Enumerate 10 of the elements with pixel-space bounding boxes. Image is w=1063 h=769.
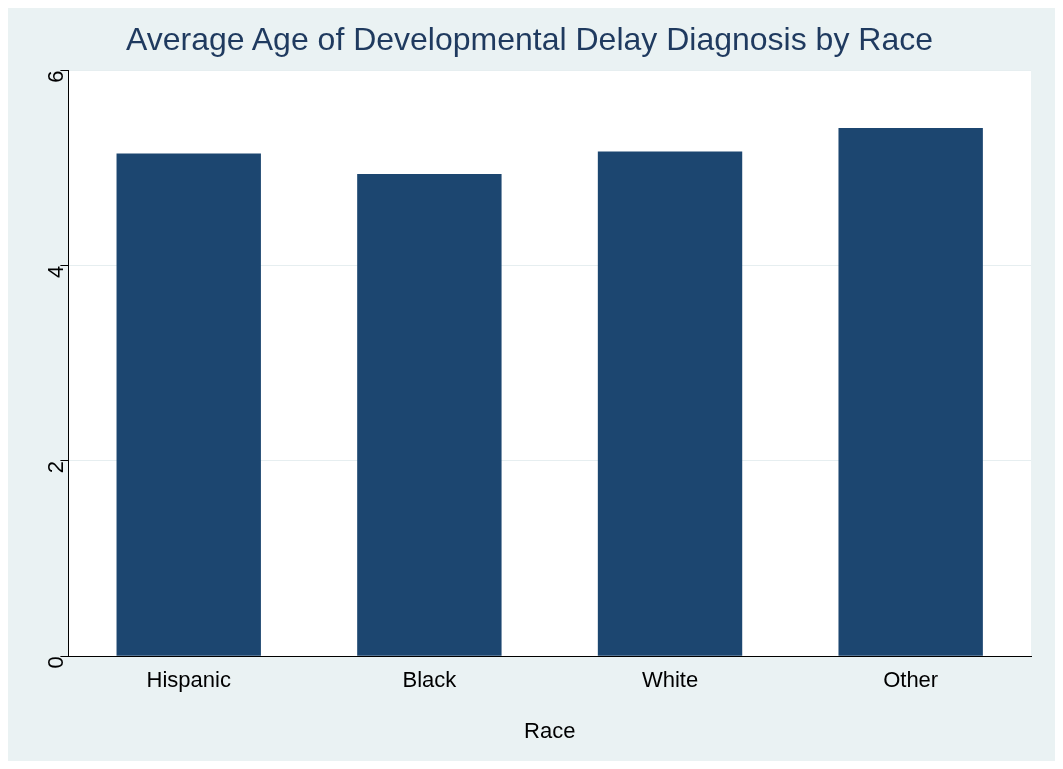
x-tick-label: White [641,667,699,693]
x-tick-label: Hispanic [146,667,231,693]
chart-title: Average Age of Developmental Delay Diagnosis by Race [126,21,933,58]
y-tick-label: 0 [43,656,69,669]
y-tick-label: 2 [43,460,69,474]
y-tick-label: 6 [43,70,69,83]
x-tick-label: Black [402,667,458,693]
x-tick-label: Other [883,667,939,693]
y-tick-label: 4 [43,265,69,278]
x-axis-title: Race [524,717,576,743]
